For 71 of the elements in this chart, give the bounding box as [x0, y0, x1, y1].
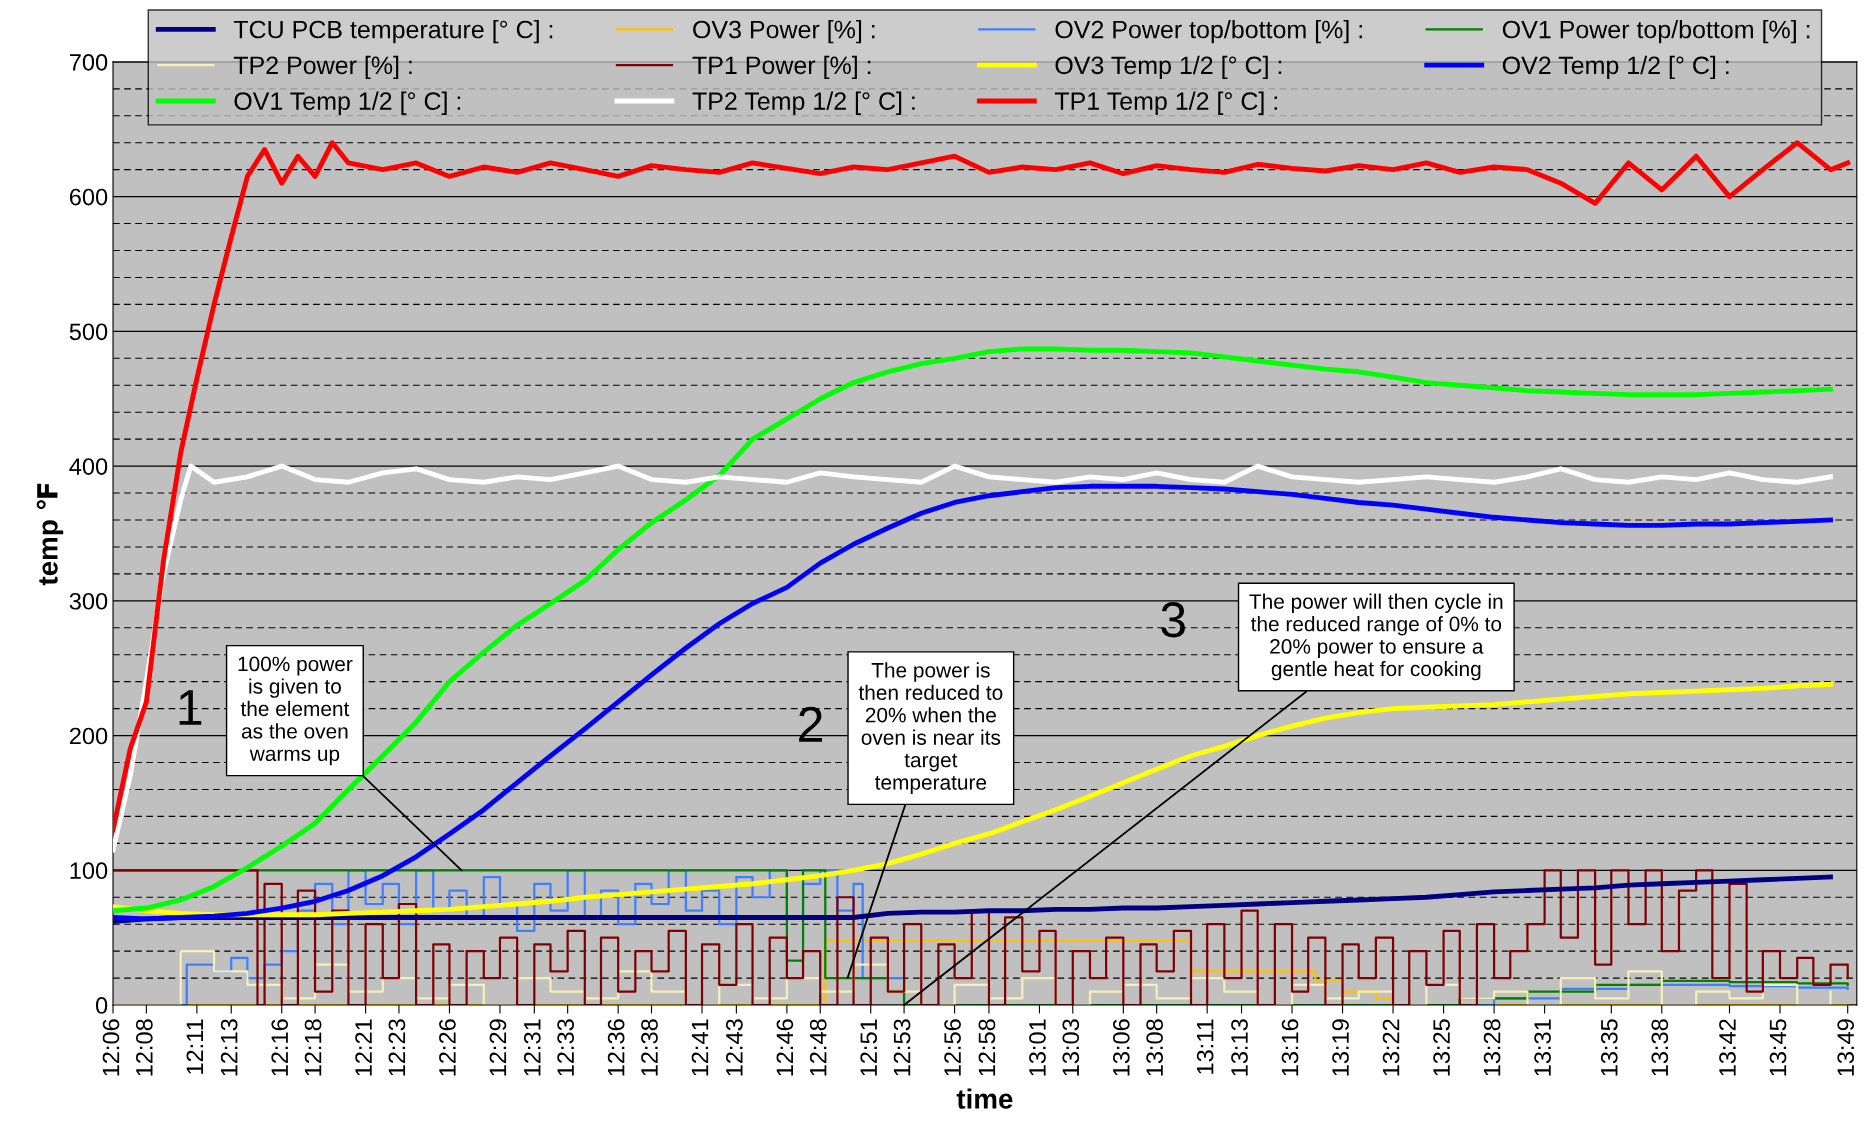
- x-tick-label: 12:13: [220, 1019, 238, 1076]
- y-tick-label: 600: [69, 188, 108, 206]
- x-tick-label: 12:58: [978, 1019, 996, 1076]
- legend-label: OV2 Power top/bottom [%] :: [1055, 20, 1362, 44]
- x-tick-label: 13:45: [1769, 1019, 1787, 1076]
- x-tick-label: 12:36: [607, 1019, 625, 1076]
- x-tick-label: 12:56: [944, 1019, 961, 1076]
- annotation: The power is then reduced to 20% when the oven is near its target temperature: [858, 662, 1003, 794]
- x-tick-label: 12:31: [523, 1019, 541, 1076]
- x-tick-label: 13:03: [1062, 1019, 1080, 1076]
- x-tick-label: 13:01: [1029, 1019, 1046, 1076]
- line-series: [113, 483, 1833, 922]
- x-tick-label: 13:42: [1719, 1019, 1736, 1076]
- annotation: 100% power is given to the element as the oven warms up: [238, 656, 353, 766]
- legend-label: OV2 Temp 1/2 [° C] :: [1502, 55, 1729, 80]
- annotation: The power will then cycle in the reduced range of 0% to 20% power to ensure a gentle heat for cooking: [1249, 593, 1503, 681]
- x-tick-label: 12:29: [489, 1019, 507, 1076]
- x-tick-label: 12:21: [355, 1019, 372, 1076]
- x-tick-label: 13:25: [1433, 1019, 1450, 1076]
- y-tick-label: 0: [95, 997, 108, 1014]
- x-tick-label: 13:38: [1651, 1019, 1669, 1076]
- legend-label: TP1 Temp 1/2 [° C] :: [1054, 91, 1277, 115]
- legend-label: OV3 Temp 1/2 [° C] :: [1055, 55, 1282, 80]
- x-tick-label: 12:23: [388, 1019, 406, 1076]
- y-tick-label: 700: [69, 53, 108, 71]
- x-tick-label: 12:53: [893, 1019, 911, 1076]
- line-series: [113, 874, 1833, 924]
- x-tick-label: 13:28: [1483, 1019, 1501, 1076]
- line-series: [113, 463, 1833, 853]
- legend-label: OV3 Power [%] :: [693, 20, 875, 44]
- annotation: 2: [799, 706, 822, 742]
- annotation: 1: [179, 690, 202, 725]
- x-tick-label: 12:38: [641, 1019, 658, 1076]
- x-tick-label: 12:06: [102, 1019, 120, 1076]
- y-axis-title: temp ℉: [36, 483, 64, 586]
- y-tick-label: 100: [70, 862, 108, 880]
- x-tick-label: 12:16: [271, 1019, 289, 1076]
- y-tick-label: 200: [69, 727, 108, 745]
- legend-label: OV1 Temp 1/2 [° C] :: [234, 91, 461, 115]
- x-tick-label: 12:33: [557, 1019, 574, 1076]
- line-series: [113, 346, 1833, 914]
- legend-label: TP2 Temp 1/2 [° C] :: [692, 91, 915, 115]
- x-tick-label: 12:43: [725, 1019, 743, 1076]
- x-tick-label: 13:08: [1146, 1019, 1163, 1076]
- annotation: 3: [1161, 602, 1185, 638]
- y-tick-label: 500: [69, 323, 108, 341]
- legend-label: TCU PCB temperature [° C] :: [233, 20, 553, 44]
- line-series: [113, 140, 1851, 833]
- x-tick-label: 12:08: [135, 1019, 153, 1076]
- y-tick-label: 400: [69, 458, 108, 475]
- x-tick-label: 13:16: [1281, 1019, 1299, 1076]
- x-tick-label: 13:22: [1382, 1019, 1400, 1076]
- x-tick-label: 13:35: [1600, 1019, 1618, 1076]
- x-axis-title: time: [956, 1088, 1013, 1109]
- x-tick-label: 12:26: [439, 1019, 456, 1076]
- x-tick-label: 13:11: [1196, 1019, 1214, 1074]
- legend-label: TP2 Power [%] :: [233, 55, 412, 80]
- x-tick-label: 13:19: [1332, 1019, 1349, 1076]
- x-tick-label: 13:06: [1112, 1019, 1130, 1076]
- x-tick-label: 12:11: [186, 1019, 203, 1074]
- x-tick-label: 13:49: [1837, 1019, 1855, 1076]
- x-tick-label: 12:46: [776, 1019, 794, 1076]
- y-tick-label: 300: [69, 592, 108, 610]
- legend-label: TP1 Power [%] :: [692, 55, 871, 80]
- legend-label: OV1 Power top/bottom [%] :: [1502, 20, 1810, 44]
- x-tick-label: 12:48: [809, 1019, 827, 1076]
- x-tick-label: 13:31: [1534, 1019, 1551, 1076]
- x-tick-label: 12:51: [860, 1019, 878, 1076]
- x-tick-label: 12:41: [691, 1019, 709, 1076]
- x-tick-label: 12:18: [304, 1019, 322, 1076]
- x-tick-label: 13:13: [1231, 1019, 1248, 1076]
